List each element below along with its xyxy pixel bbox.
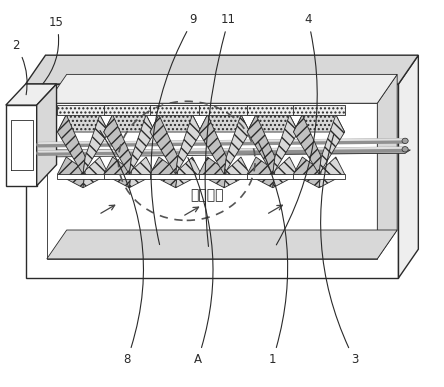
Polygon shape bbox=[104, 115, 131, 174]
Polygon shape bbox=[83, 157, 109, 188]
Polygon shape bbox=[176, 115, 201, 174]
Text: 4: 4 bbox=[276, 13, 317, 245]
Polygon shape bbox=[26, 84, 398, 278]
Text: 3: 3 bbox=[321, 135, 358, 366]
Text: 2: 2 bbox=[12, 39, 27, 95]
Polygon shape bbox=[104, 105, 155, 115]
Text: 1: 1 bbox=[258, 142, 288, 366]
Polygon shape bbox=[129, 115, 155, 174]
Text: A: A bbox=[188, 158, 213, 366]
Polygon shape bbox=[104, 157, 131, 188]
Polygon shape bbox=[247, 174, 298, 179]
Polygon shape bbox=[150, 115, 201, 132]
Polygon shape bbox=[319, 115, 345, 174]
Polygon shape bbox=[150, 105, 201, 115]
Polygon shape bbox=[247, 115, 298, 132]
Polygon shape bbox=[273, 157, 298, 188]
Polygon shape bbox=[83, 115, 109, 174]
Text: 8: 8 bbox=[100, 130, 143, 366]
Polygon shape bbox=[293, 174, 345, 179]
Text: 水流方向: 水流方向 bbox=[190, 188, 223, 202]
Polygon shape bbox=[57, 157, 85, 188]
Polygon shape bbox=[198, 174, 250, 179]
Polygon shape bbox=[176, 157, 201, 188]
Polygon shape bbox=[37, 84, 56, 186]
Polygon shape bbox=[293, 115, 321, 174]
Polygon shape bbox=[247, 105, 298, 115]
Circle shape bbox=[402, 147, 408, 152]
Polygon shape bbox=[47, 230, 397, 259]
Polygon shape bbox=[247, 157, 275, 188]
Polygon shape bbox=[247, 115, 275, 174]
Polygon shape bbox=[6, 105, 37, 186]
Polygon shape bbox=[57, 115, 85, 174]
Polygon shape bbox=[398, 55, 418, 278]
Polygon shape bbox=[57, 174, 109, 179]
Polygon shape bbox=[198, 157, 226, 188]
Text: 9: 9 bbox=[151, 13, 197, 245]
Polygon shape bbox=[150, 157, 178, 188]
Polygon shape bbox=[104, 174, 155, 179]
Text: 11: 11 bbox=[205, 13, 236, 247]
Polygon shape bbox=[6, 84, 56, 105]
Polygon shape bbox=[224, 115, 250, 174]
Polygon shape bbox=[319, 157, 345, 188]
Polygon shape bbox=[273, 115, 298, 174]
Polygon shape bbox=[293, 115, 345, 132]
Polygon shape bbox=[47, 74, 397, 103]
Polygon shape bbox=[150, 115, 178, 174]
Polygon shape bbox=[39, 150, 410, 153]
Polygon shape bbox=[57, 105, 109, 115]
Polygon shape bbox=[104, 115, 155, 132]
Polygon shape bbox=[198, 115, 250, 132]
Text: 15: 15 bbox=[43, 16, 64, 84]
Polygon shape bbox=[57, 115, 109, 132]
Polygon shape bbox=[150, 174, 201, 179]
Polygon shape bbox=[198, 105, 250, 115]
Polygon shape bbox=[198, 115, 226, 174]
Polygon shape bbox=[224, 157, 250, 188]
Polygon shape bbox=[293, 157, 321, 188]
Polygon shape bbox=[26, 55, 418, 84]
Polygon shape bbox=[293, 105, 345, 115]
Circle shape bbox=[402, 138, 408, 144]
Polygon shape bbox=[47, 103, 377, 259]
Polygon shape bbox=[129, 157, 155, 188]
Polygon shape bbox=[377, 74, 397, 259]
